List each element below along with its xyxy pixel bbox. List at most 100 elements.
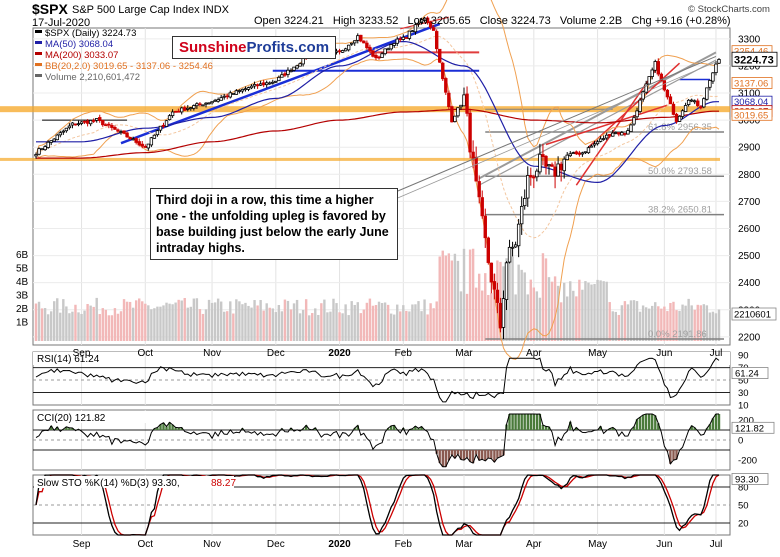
candle-body	[176, 110, 181, 113]
volume-bar	[614, 311, 617, 341]
sto-tick-label: 50	[738, 501, 749, 512]
price-tick-label: 2700	[738, 197, 761, 208]
volume-bar	[484, 273, 487, 341]
volume-bar	[444, 255, 447, 341]
candle-body	[623, 133, 627, 135]
volume-bar	[632, 300, 636, 341]
price-tag-label: 3224.73	[734, 55, 774, 67]
volume-bar	[474, 287, 478, 341]
volume-bar	[696, 304, 699, 341]
candle-body	[192, 105, 196, 109]
price-panel	[32, 27, 731, 346]
annotation-pointer-2	[385, 61, 717, 204]
candle-body	[170, 111, 175, 117]
volume-bar	[435, 301, 438, 341]
candle-body	[689, 99, 694, 102]
volume-bar	[544, 258, 548, 341]
x-tick-label-bottom: Oct	[137, 539, 153, 550]
candle-body	[237, 90, 242, 92]
candle-body	[553, 166, 557, 177]
volume-bar	[666, 311, 669, 341]
candle-body	[189, 107, 193, 109]
volume-bar	[201, 313, 205, 341]
volume-bar	[335, 303, 338, 341]
volume-bar	[535, 291, 539, 341]
candle-body	[465, 93, 469, 114]
candle-body	[207, 102, 211, 105]
volume-bar	[441, 250, 444, 341]
volume-tick-label: 2B	[16, 304, 29, 315]
candle-body	[583, 151, 588, 154]
volume-bar	[541, 253, 545, 341]
candle-body	[589, 145, 594, 148]
candle-body	[61, 130, 66, 133]
volume-bar	[572, 290, 575, 341]
volume-bar	[623, 301, 627, 341]
volume-bar	[578, 279, 581, 341]
volume-bar	[426, 314, 429, 341]
candle-body	[702, 98, 706, 108]
volume-bar	[517, 264, 520, 341]
candle-body	[699, 106, 703, 109]
volume-bar	[511, 256, 514, 341]
volume-bar	[465, 293, 469, 341]
candle-body	[183, 107, 187, 111]
x-tick-label-top: Jul	[710, 348, 723, 359]
legend-swatch	[35, 63, 42, 66]
x-tick-label-bottom: Nov	[203, 539, 221, 550]
volume-bar	[46, 314, 50, 341]
candle-body	[40, 148, 44, 151]
volume-bar	[150, 309, 153, 341]
volume-bar	[660, 308, 663, 341]
price-tick-label: 2600	[738, 224, 761, 235]
volume-bar	[128, 301, 132, 341]
volume-bar	[453, 253, 457, 341]
volume-bar	[566, 296, 569, 341]
candle-body	[46, 141, 50, 148]
candle-body	[559, 163, 563, 171]
rsi-title: RSI(14) 61.24	[37, 354, 100, 365]
candle-body	[529, 175, 533, 178]
candle-body	[441, 62, 445, 80]
volume-bar	[423, 299, 426, 341]
volume-bar	[584, 281, 587, 341]
candle-body	[122, 130, 126, 134]
volume-bar	[37, 301, 41, 341]
candle-body	[140, 143, 144, 147]
candle-body	[444, 78, 448, 93]
volume-bar	[195, 298, 199, 341]
candle-body	[541, 154, 545, 158]
candle-body	[113, 126, 117, 130]
brand-part1: Sunshine	[179, 39, 247, 56]
candle-body	[471, 151, 475, 159]
volume-bar	[638, 311, 642, 341]
candle-body	[580, 152, 585, 155]
volume-bar	[514, 294, 517, 341]
candle-body	[231, 93, 236, 95]
x-tick-label-bottom: May	[588, 539, 607, 550]
volume-bar	[274, 312, 278, 341]
volume-bar	[708, 312, 712, 341]
volume-bar	[593, 283, 596, 341]
volume-bar	[432, 308, 435, 341]
volume-bar	[359, 313, 363, 341]
volume-bar	[678, 310, 681, 341]
volume-bar	[386, 304, 390, 341]
volume-bar	[238, 301, 241, 341]
volume-bar	[40, 308, 44, 341]
candle-body	[362, 40, 366, 44]
red-top-line	[400, 16, 449, 30]
volume-tick-label: 5B	[16, 264, 29, 275]
sto-tick-label: 80	[738, 483, 749, 494]
legend-swatch	[35, 30, 42, 33]
volume-bar	[216, 298, 220, 341]
candle-body	[708, 80, 712, 88]
candle-body	[462, 94, 466, 107]
volume-bar	[481, 290, 484, 341]
volume-bar	[141, 301, 144, 341]
volume-tag-label: 2210601	[734, 310, 771, 321]
volume-bar	[562, 282, 566, 341]
volume-bar	[617, 314, 621, 341]
legend-entry: Volume 2,210,601,472	[45, 72, 140, 83]
